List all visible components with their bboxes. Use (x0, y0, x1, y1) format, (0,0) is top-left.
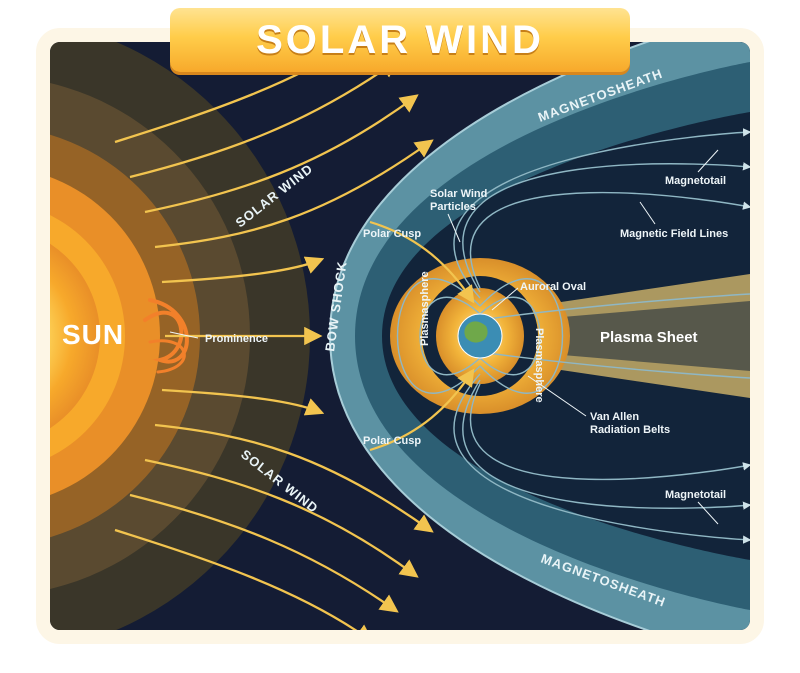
plasmasphere-label-right: Plasmasphere (533, 328, 545, 403)
diagram-svg: SUN Prominence SOLAR WIND SOLAR WIND BOW… (50, 42, 750, 630)
field-lines-label: Magnetic Field Lines (620, 228, 728, 240)
polar-cusp-label-bot: Polar Cusp (363, 435, 421, 447)
diagram-frame: SUN Prominence SOLAR WIND SOLAR WIND BOW… (36, 28, 764, 644)
magnetotail-label-top: Magnetotail (665, 175, 726, 187)
magnetotail-label-bot: Magnetotail (665, 489, 726, 501)
sun-label: SUN (62, 319, 124, 350)
prominence-label: Prominence (205, 333, 268, 345)
plasma-sheet-label: Plasma Sheet (600, 329, 698, 346)
plasmasphere-label-left: Plasmasphere (419, 271, 431, 346)
title-text: SOLAR WIND (256, 18, 544, 63)
polar-cusp-label-top: Polar Cusp (363, 228, 421, 240)
auroral-oval-label: Auroral Oval (520, 281, 586, 293)
title-banner: SOLAR WIND (170, 8, 630, 72)
